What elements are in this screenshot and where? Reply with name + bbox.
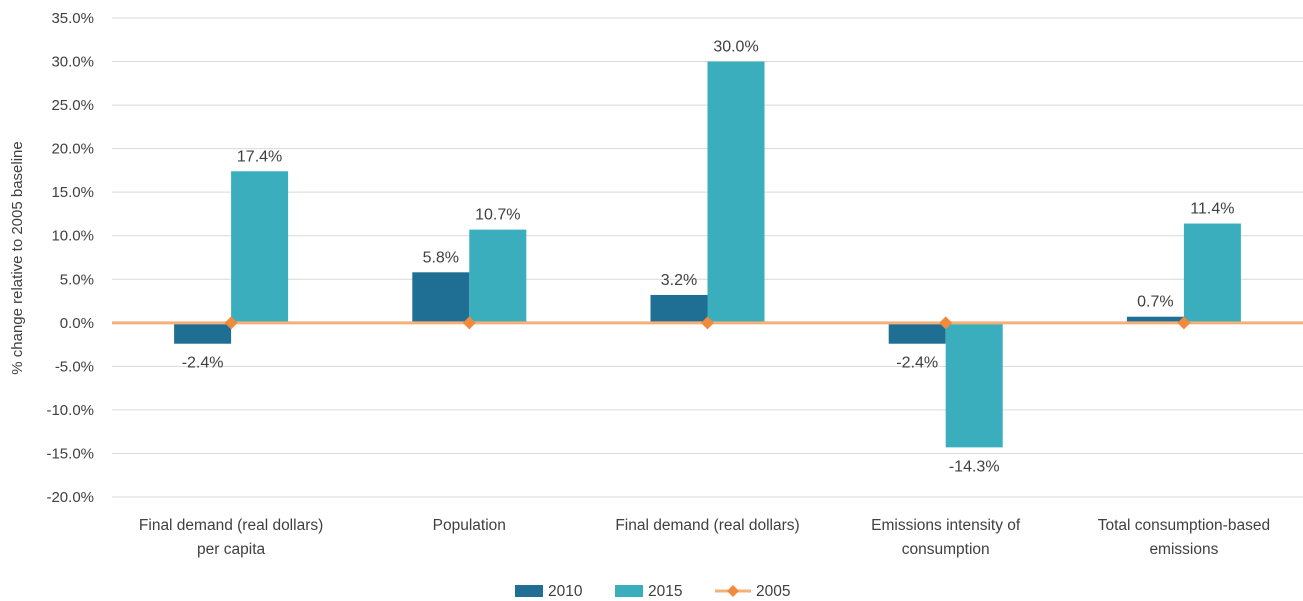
data-label-2010: 3.2% xyxy=(661,272,697,289)
series-2005-line xyxy=(112,316,1303,330)
data-label-2015: 17.4% xyxy=(237,148,282,165)
y-tick-label: -5.0% xyxy=(55,358,94,375)
legend: 2010 2015 2005 xyxy=(515,583,790,600)
bar-2010 xyxy=(888,322,946,344)
x-category-label: per capita xyxy=(197,541,265,558)
bar-2015 xyxy=(1183,223,1241,323)
legend-label-2010: 2010 xyxy=(548,583,583,600)
series-2005-marker xyxy=(1177,316,1191,330)
x-category-label: Total consumption-based xyxy=(1098,517,1270,534)
data-label-2015: 11.4% xyxy=(1190,201,1234,218)
data-label-2010: -2.4% xyxy=(182,355,224,372)
y-tick-label: 35.0% xyxy=(51,10,94,27)
y-tick-label: 20.0% xyxy=(51,141,94,158)
y-tick-label: -15.0% xyxy=(46,445,94,462)
x-category-label: Emissions intensity of xyxy=(871,517,1021,534)
legend-label-2005: 2005 xyxy=(756,583,790,600)
bars xyxy=(174,61,1241,448)
series-2005-marker xyxy=(224,316,238,330)
data-label-2010: 5.8% xyxy=(423,249,459,266)
x-axis-categories: Final demand (real dollars) per capita Pop… xyxy=(139,517,1270,558)
bar-2010 xyxy=(174,322,232,344)
data-label-2010: -2.4% xyxy=(896,355,938,372)
bar-2015 xyxy=(231,171,289,323)
y-tick-label: 25.0% xyxy=(51,97,94,114)
y-tick-label: 5.0% xyxy=(60,271,94,288)
y-axis-label: % change relative to 2005 baseline xyxy=(9,141,26,375)
data-label-2015: 30.0% xyxy=(713,39,758,56)
y-tick-label: -10.0% xyxy=(46,402,94,419)
series-2005-marker xyxy=(462,316,476,330)
y-tick-label: 10.0% xyxy=(51,228,94,245)
series-2005-marker xyxy=(939,316,953,330)
bar-2015 xyxy=(469,229,527,323)
data-label-2015: -14.3% xyxy=(949,458,1000,475)
legend-marker-2005 xyxy=(727,585,739,597)
x-category-label: consumption xyxy=(902,541,990,558)
x-category-label: Final demand (real dollars) xyxy=(615,517,799,534)
data-label-2010: 0.7% xyxy=(1137,294,1173,311)
data-label-2015: 10.7% xyxy=(475,207,520,224)
y-tick-label: 30.0% xyxy=(51,54,94,71)
y-tick-label: 15.0% xyxy=(51,184,94,201)
x-category-label: Final demand (real dollars) xyxy=(139,517,323,534)
x-category-label: Population xyxy=(433,517,506,534)
x-category-label: emissions xyxy=(1149,541,1218,558)
bar-2015 xyxy=(707,61,765,323)
y-tick-label: -20.0% xyxy=(46,489,94,506)
y-axis-ticks: -20.0% -15.0% -10.0% -5.0% 0.0% 5.0% 10.0% 15.0… xyxy=(46,10,94,506)
bar-2010 xyxy=(650,294,708,323)
bar-2010 xyxy=(412,272,470,323)
data-labels: -2.4% 17.4% 5.8% 10.7% 3.2% 30.0% -2.4% -14.3% 0… xyxy=(182,39,1235,476)
bar-2010 xyxy=(1126,316,1184,323)
legend-swatch-2010 xyxy=(515,585,543,597)
y-tick-label: 0.0% xyxy=(60,315,94,332)
series-2005-marker xyxy=(701,316,714,330)
legend-swatch-2015 xyxy=(615,585,643,597)
legend-label-2015: 2015 xyxy=(648,583,682,600)
bar-2015 xyxy=(945,322,1003,448)
